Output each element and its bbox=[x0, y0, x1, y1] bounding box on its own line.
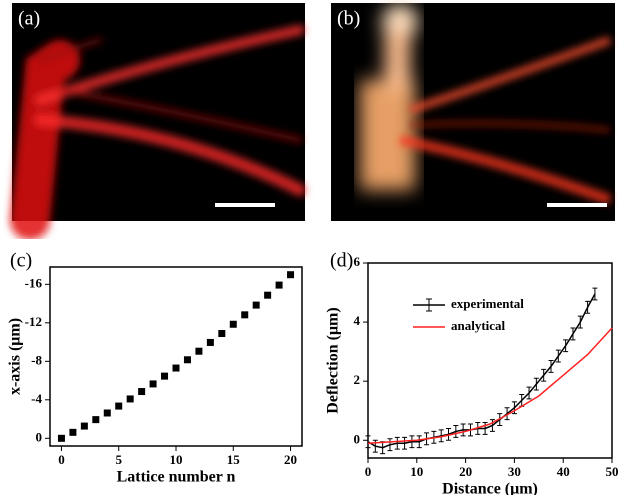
y-tick-label: 0 bbox=[36, 429, 43, 444]
marker bbox=[183, 356, 191, 364]
x-tick-label: 5 bbox=[115, 452, 122, 467]
error-bar bbox=[563, 339, 569, 353]
error-bar bbox=[585, 300, 591, 314]
series-line bbox=[367, 293, 596, 449]
panel-label: (b) bbox=[337, 8, 360, 30]
y-tick-label: 2 bbox=[354, 372, 361, 387]
panel-label: (d) bbox=[330, 250, 353, 272]
error-bar bbox=[555, 349, 561, 363]
y-tick-label: -16 bbox=[25, 275, 43, 290]
marker bbox=[218, 329, 226, 337]
y-tick-label: 4 bbox=[354, 313, 361, 328]
marker bbox=[229, 320, 237, 328]
error-bar bbox=[460, 423, 466, 437]
error-bar bbox=[592, 287, 598, 301]
y-tick-label: -8 bbox=[31, 352, 42, 367]
x-tick-label: 20 bbox=[459, 464, 472, 479]
y-tick-label: -12 bbox=[25, 314, 42, 329]
error-bar bbox=[453, 425, 459, 438]
marker bbox=[92, 416, 100, 424]
x-tick-label: 20 bbox=[284, 452, 297, 467]
error-bar bbox=[497, 413, 503, 426]
error-bar bbox=[541, 368, 547, 382]
y-axis-label: Deflection (μm) bbox=[325, 307, 342, 413]
x-axis-label: Distance (μm) bbox=[442, 481, 538, 495]
error-bar bbox=[365, 435, 371, 449]
marker bbox=[115, 402, 123, 410]
marker bbox=[57, 434, 65, 442]
marker bbox=[161, 372, 169, 380]
marker bbox=[103, 409, 111, 417]
error-bar bbox=[409, 435, 415, 449]
error-bar bbox=[482, 422, 488, 435]
x-tick-label: 15 bbox=[227, 452, 241, 467]
marker bbox=[172, 364, 180, 372]
y-tick-label: -4 bbox=[31, 391, 42, 406]
x-tick-label: 10 bbox=[410, 464, 423, 479]
axes-frame bbox=[367, 262, 613, 459]
panel-label: (a) bbox=[18, 8, 40, 30]
error-bar bbox=[504, 407, 510, 421]
series-line bbox=[367, 327, 613, 444]
x-tick-label: 40 bbox=[557, 464, 570, 479]
marker bbox=[264, 291, 272, 299]
x-tick-label: 30 bbox=[508, 464, 521, 479]
error-bar bbox=[577, 315, 583, 329]
image-a bbox=[10, 3, 306, 240]
legend-errorbar bbox=[426, 298, 432, 312]
marker bbox=[206, 338, 214, 346]
marker bbox=[275, 281, 283, 289]
marker bbox=[126, 395, 134, 403]
error-bar bbox=[489, 419, 495, 432]
marker bbox=[80, 422, 88, 430]
x-tick-label: 10 bbox=[170, 452, 183, 467]
image-b bbox=[331, 3, 615, 221]
marker bbox=[241, 311, 249, 319]
legend-label: experimental bbox=[451, 296, 524, 311]
marker bbox=[195, 347, 203, 355]
error-bar bbox=[446, 427, 452, 441]
error-bar bbox=[394, 436, 400, 450]
error-bar bbox=[548, 360, 554, 373]
error-bar bbox=[416, 435, 422, 449]
marker bbox=[252, 301, 260, 309]
x-tick-label: 0 bbox=[58, 452, 65, 467]
y-tick-label: 6 bbox=[354, 254, 361, 269]
marker bbox=[149, 380, 157, 388]
marker bbox=[287, 271, 295, 279]
x-tick-label: 50 bbox=[606, 464, 618, 479]
error-bar bbox=[526, 386, 532, 400]
y-tick-label: 0 bbox=[354, 431, 361, 446]
error-bar bbox=[511, 401, 517, 415]
x-axis-label: Lattice number n bbox=[117, 469, 236, 486]
error-bar bbox=[570, 327, 576, 341]
error-bar bbox=[402, 436, 408, 450]
panel-label: (c) bbox=[10, 250, 32, 272]
error-bar bbox=[533, 377, 539, 391]
legend-label: analytical bbox=[451, 318, 506, 333]
y-axis-label: x-axis (μm) bbox=[7, 318, 24, 395]
error-bar bbox=[387, 438, 393, 452]
marker bbox=[138, 388, 146, 396]
error-bar bbox=[438, 429, 444, 443]
x-tick-label: 0 bbox=[365, 464, 372, 479]
marker bbox=[69, 428, 77, 436]
